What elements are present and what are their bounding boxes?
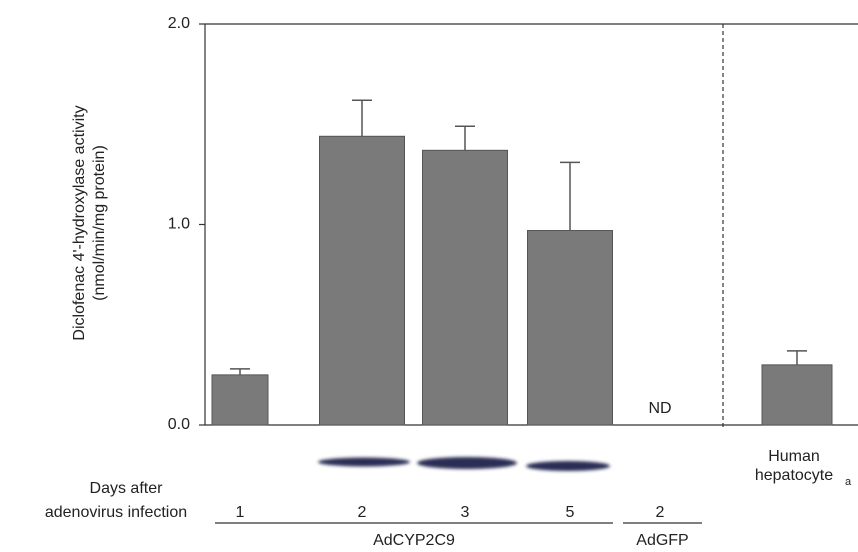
bar (528, 231, 613, 425)
x-tick-label: Human hepatocyte (747, 447, 841, 485)
bar (212, 375, 268, 425)
y-tick-label: 2.0 (168, 15, 190, 32)
error-bar (560, 162, 580, 230)
bar (423, 150, 508, 425)
bar (320, 136, 405, 425)
error-bar (787, 351, 807, 365)
y-axis-label: Diclofenac 4'-hydroxylase activity (71, 105, 88, 340)
x-tick-label: 2 (656, 504, 665, 521)
x-tick-label: 3 (461, 504, 470, 521)
western-blot (318, 457, 610, 471)
value-label: ND (648, 400, 671, 417)
row-label: Days after (90, 480, 164, 497)
x-tick-label: 1 (236, 504, 245, 521)
y-tick-label: 1.0 (168, 216, 190, 233)
y-tick-label: 0.0 (168, 416, 190, 433)
group-label: AdGFP (636, 532, 688, 549)
group-label: AdCYP2C9 (373, 532, 455, 549)
error-bar (455, 126, 475, 150)
error-bar (230, 369, 250, 375)
bar (762, 365, 832, 425)
x-tick-label: 2 (358, 504, 367, 521)
chart: Diclofenac 4'-hydroxylase activity (nmol… (0, 0, 858, 552)
page: Diclofenac 4'-hydroxylase activity (nmol… (0, 0, 858, 552)
error-bar (352, 100, 372, 136)
category-note: a (845, 476, 852, 488)
row-label: adenovirus infection (45, 504, 187, 521)
x-tick-label: 5 (566, 504, 575, 521)
y-axis-label: (nmol/min/mg protein) (91, 145, 108, 301)
